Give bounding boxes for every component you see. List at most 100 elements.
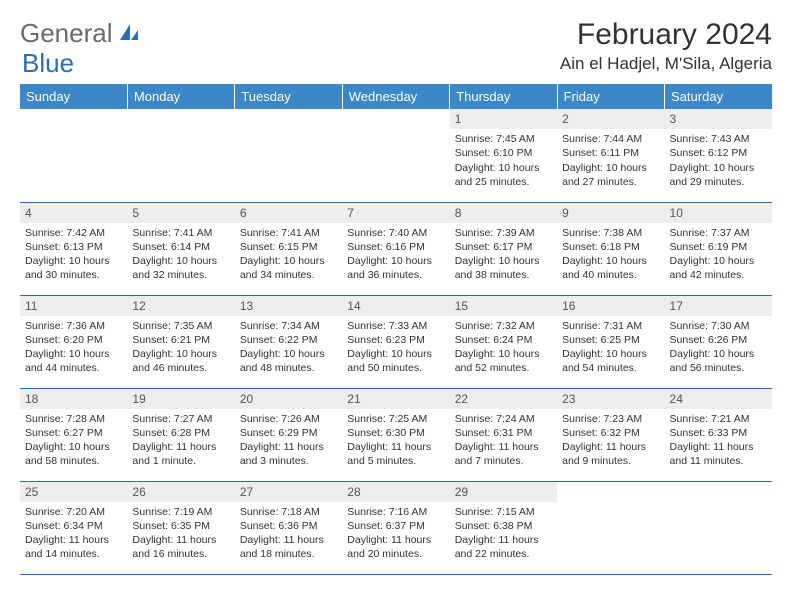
calendar-week-row: 4Sunrise: 7:42 AMSunset: 6:13 PMDaylight…	[20, 202, 772, 295]
day-details: Sunrise: 7:38 AMSunset: 6:18 PMDaylight:…	[557, 223, 664, 287]
calendar-week-row: 11Sunrise: 7:36 AMSunset: 6:20 PMDayligh…	[20, 295, 772, 388]
day-number: 9	[557, 203, 664, 223]
calendar-day-cell: 13Sunrise: 7:34 AMSunset: 6:22 PMDayligh…	[235, 295, 342, 388]
day-details: Sunrise: 7:31 AMSunset: 6:25 PMDaylight:…	[557, 316, 664, 380]
calendar-day-cell: 3Sunrise: 7:43 AMSunset: 6:12 PMDaylight…	[665, 109, 772, 202]
calendar-day-cell: 6Sunrise: 7:41 AMSunset: 6:15 PMDaylight…	[235, 202, 342, 295]
day-details: Sunrise: 7:41 AMSunset: 6:15 PMDaylight:…	[235, 223, 342, 287]
location: Ain el Hadjel, M'Sila, Algeria	[560, 54, 772, 74]
day-number: 3	[665, 109, 772, 129]
day-details: Sunrise: 7:33 AMSunset: 6:23 PMDaylight:…	[342, 316, 449, 380]
weekday-header: Wednesday	[342, 84, 449, 109]
weekday-header: Friday	[557, 84, 664, 109]
day-number: 17	[665, 296, 772, 316]
calendar-day-cell: 29Sunrise: 7:15 AMSunset: 6:38 PMDayligh…	[450, 481, 557, 574]
calendar-day-cell: 11Sunrise: 7:36 AMSunset: 6:20 PMDayligh…	[20, 295, 127, 388]
weekday-header: Tuesday	[235, 84, 342, 109]
day-number: 1	[450, 109, 557, 129]
day-details: Sunrise: 7:37 AMSunset: 6:19 PMDaylight:…	[665, 223, 772, 287]
day-number: 6	[235, 203, 342, 223]
calendar-day-cell: 5Sunrise: 7:41 AMSunset: 6:14 PMDaylight…	[127, 202, 234, 295]
day-number: 5	[127, 203, 234, 223]
day-details: Sunrise: 7:36 AMSunset: 6:20 PMDaylight:…	[20, 316, 127, 380]
day-number: 25	[20, 482, 127, 502]
day-details: Sunrise: 7:20 AMSunset: 6:34 PMDaylight:…	[20, 502, 127, 566]
calendar-day-cell: .	[127, 109, 234, 202]
calendar-body: ....1Sunrise: 7:45 AMSunset: 6:10 PMDayl…	[20, 109, 772, 574]
calendar-day-cell: 15Sunrise: 7:32 AMSunset: 6:24 PMDayligh…	[450, 295, 557, 388]
weekday-header: Monday	[127, 84, 234, 109]
calendar-day-cell: 12Sunrise: 7:35 AMSunset: 6:21 PMDayligh…	[127, 295, 234, 388]
calendar-day-cell: 28Sunrise: 7:16 AMSunset: 6:37 PMDayligh…	[342, 481, 449, 574]
day-details: Sunrise: 7:18 AMSunset: 6:36 PMDaylight:…	[235, 502, 342, 566]
day-details: Sunrise: 7:44 AMSunset: 6:11 PMDaylight:…	[557, 129, 664, 193]
day-number: 21	[342, 389, 449, 409]
day-details: Sunrise: 7:15 AMSunset: 6:38 PMDaylight:…	[450, 502, 557, 566]
weekday-header: Thursday	[450, 84, 557, 109]
month-title: February 2024	[560, 18, 772, 52]
day-number: 22	[450, 389, 557, 409]
day-number: 15	[450, 296, 557, 316]
calendar-day-cell: 14Sunrise: 7:33 AMSunset: 6:23 PMDayligh…	[342, 295, 449, 388]
calendar-day-cell: .	[235, 109, 342, 202]
calendar-day-cell: 17Sunrise: 7:30 AMSunset: 6:26 PMDayligh…	[665, 295, 772, 388]
day-number: 2	[557, 109, 664, 129]
day-details: Sunrise: 7:40 AMSunset: 6:16 PMDaylight:…	[342, 223, 449, 287]
logo-text-blue: Blue	[22, 48, 74, 79]
day-details: Sunrise: 7:39 AMSunset: 6:17 PMDaylight:…	[450, 223, 557, 287]
day-details: Sunrise: 7:35 AMSunset: 6:21 PMDaylight:…	[127, 316, 234, 380]
day-number: 18	[20, 389, 127, 409]
day-details: Sunrise: 7:45 AMSunset: 6:10 PMDaylight:…	[450, 129, 557, 193]
calendar-day-cell: 16Sunrise: 7:31 AMSunset: 6:25 PMDayligh…	[557, 295, 664, 388]
day-details: Sunrise: 7:34 AMSunset: 6:22 PMDaylight:…	[235, 316, 342, 380]
day-number: 14	[342, 296, 449, 316]
logo-sail-icon	[118, 18, 140, 49]
day-number: 4	[20, 203, 127, 223]
calendar-day-cell: 26Sunrise: 7:19 AMSunset: 6:35 PMDayligh…	[127, 481, 234, 574]
day-details: Sunrise: 7:41 AMSunset: 6:14 PMDaylight:…	[127, 223, 234, 287]
weekday-header: Sunday	[20, 84, 127, 109]
day-details: Sunrise: 7:19 AMSunset: 6:35 PMDaylight:…	[127, 502, 234, 566]
calendar-week-row: 25Sunrise: 7:20 AMSunset: 6:34 PMDayligh…	[20, 481, 772, 574]
calendar-day-cell: .	[557, 481, 664, 574]
day-details: Sunrise: 7:25 AMSunset: 6:30 PMDaylight:…	[342, 409, 449, 473]
day-number: 20	[235, 389, 342, 409]
calendar-week-row: 18Sunrise: 7:28 AMSunset: 6:27 PMDayligh…	[20, 388, 772, 481]
day-number: 26	[127, 482, 234, 502]
calendar-day-cell: 22Sunrise: 7:24 AMSunset: 6:31 PMDayligh…	[450, 388, 557, 481]
calendar-day-cell: 7Sunrise: 7:40 AMSunset: 6:16 PMDaylight…	[342, 202, 449, 295]
calendar-table: SundayMondayTuesdayWednesdayThursdayFrid…	[20, 84, 772, 575]
day-details: Sunrise: 7:23 AMSunset: 6:32 PMDaylight:…	[557, 409, 664, 473]
calendar-day-cell: 4Sunrise: 7:42 AMSunset: 6:13 PMDaylight…	[20, 202, 127, 295]
calendar-day-cell: 19Sunrise: 7:27 AMSunset: 6:28 PMDayligh…	[127, 388, 234, 481]
calendar-day-cell: .	[342, 109, 449, 202]
title-block: February 2024 Ain el Hadjel, M'Sila, Alg…	[560, 18, 772, 74]
day-number: 29	[450, 482, 557, 502]
calendar-day-cell: .	[665, 481, 772, 574]
header: General February 2024 Ain el Hadjel, M'S…	[20, 18, 772, 74]
calendar-day-cell: 2Sunrise: 7:44 AMSunset: 6:11 PMDaylight…	[557, 109, 664, 202]
day-number: 23	[557, 389, 664, 409]
day-number: 8	[450, 203, 557, 223]
day-details: Sunrise: 7:16 AMSunset: 6:37 PMDaylight:…	[342, 502, 449, 566]
day-details: Sunrise: 7:27 AMSunset: 6:28 PMDaylight:…	[127, 409, 234, 473]
day-details: Sunrise: 7:28 AMSunset: 6:27 PMDaylight:…	[20, 409, 127, 473]
day-details: Sunrise: 7:43 AMSunset: 6:12 PMDaylight:…	[665, 129, 772, 193]
calendar-day-cell: 8Sunrise: 7:39 AMSunset: 6:17 PMDaylight…	[450, 202, 557, 295]
calendar-header-row: SundayMondayTuesdayWednesdayThursdayFrid…	[20, 84, 772, 109]
calendar-day-cell: 10Sunrise: 7:37 AMSunset: 6:19 PMDayligh…	[665, 202, 772, 295]
calendar-day-cell: 18Sunrise: 7:28 AMSunset: 6:27 PMDayligh…	[20, 388, 127, 481]
day-details: Sunrise: 7:32 AMSunset: 6:24 PMDaylight:…	[450, 316, 557, 380]
day-details: Sunrise: 7:24 AMSunset: 6:31 PMDaylight:…	[450, 409, 557, 473]
day-number: 27	[235, 482, 342, 502]
logo-text-general: General	[20, 18, 113, 49]
day-number: 7	[342, 203, 449, 223]
day-details: Sunrise: 7:30 AMSunset: 6:26 PMDaylight:…	[665, 316, 772, 380]
day-number: 10	[665, 203, 772, 223]
day-details: Sunrise: 7:21 AMSunset: 6:33 PMDaylight:…	[665, 409, 772, 473]
calendar-day-cell: 21Sunrise: 7:25 AMSunset: 6:30 PMDayligh…	[342, 388, 449, 481]
weekday-header: Saturday	[665, 84, 772, 109]
day-number: 28	[342, 482, 449, 502]
calendar-day-cell: .	[20, 109, 127, 202]
calendar-day-cell: 23Sunrise: 7:23 AMSunset: 6:32 PMDayligh…	[557, 388, 664, 481]
